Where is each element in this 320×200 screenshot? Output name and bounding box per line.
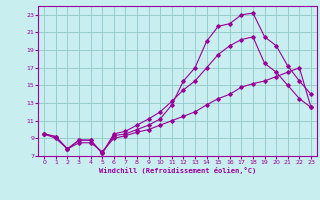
X-axis label: Windchill (Refroidissement éolien,°C): Windchill (Refroidissement éolien,°C)	[99, 167, 256, 174]
